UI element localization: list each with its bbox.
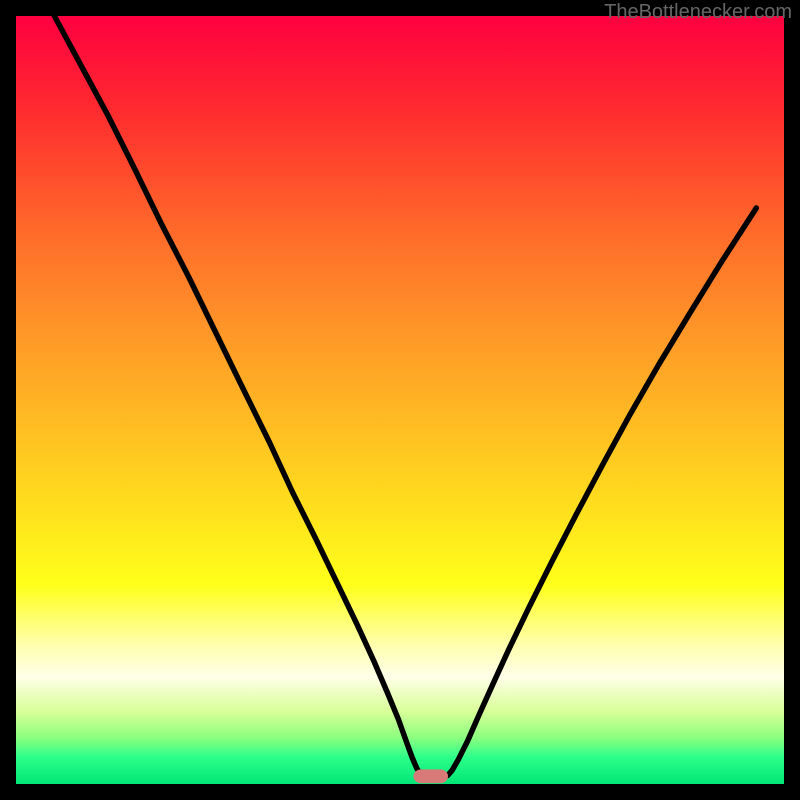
watermark-text: TheBottlenecker.com [604, 2, 792, 22]
border-left [0, 0, 16, 800]
border-bottom [0, 784, 800, 800]
bottleneck-curve-plot [0, 0, 800, 800]
border-right [784, 0, 800, 800]
chart-frame: TheBottlenecker.com [0, 0, 800, 800]
gradient-background [16, 16, 784, 784]
optimal-marker [413, 769, 448, 783]
